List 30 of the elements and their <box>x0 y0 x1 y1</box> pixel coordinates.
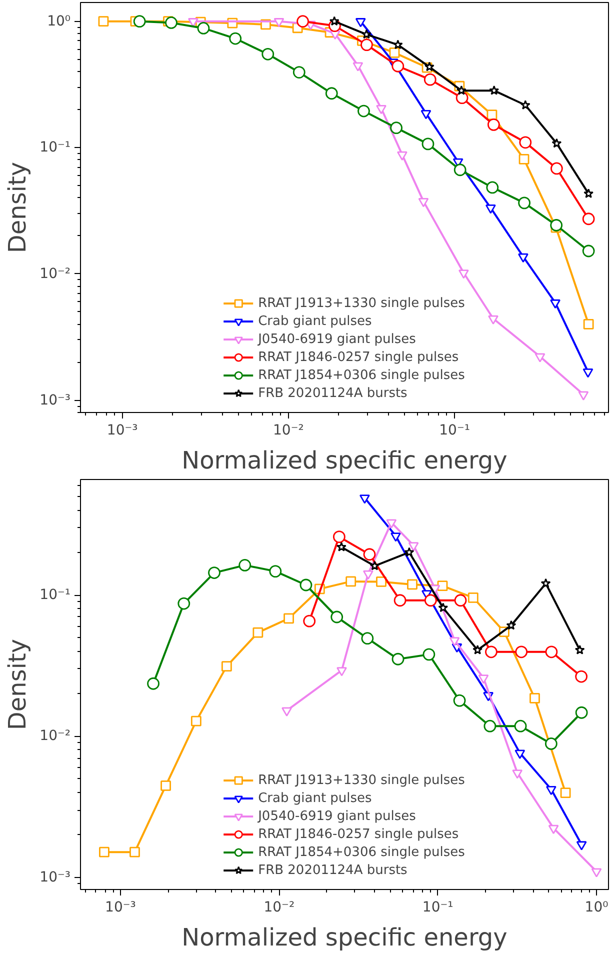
y-axis-title: Density <box>4 162 32 254</box>
y-tick-label: 10⁻³ <box>40 869 71 886</box>
y-tick-label: 10⁻² <box>40 728 71 744</box>
legend-label: FRB 20201124A bursts <box>258 862 408 879</box>
x-tick-label: 10⁻² <box>264 900 295 916</box>
legend-label: RRAT J1846-0257 single pulses <box>258 348 459 366</box>
legend-label: Crab giant pulses <box>258 790 372 807</box>
legend-label: RRAT J1913+1330 single pulses <box>258 772 465 789</box>
y-tick-label: 10⁻¹ <box>40 140 71 156</box>
legend-label: J0540-6919 giant pulses <box>258 808 416 825</box>
y-axis-title: Density <box>4 638 32 730</box>
legend-label: J0540-6919 giant pulses <box>258 330 416 348</box>
y-tick-label: 10⁻² <box>40 266 71 282</box>
legend-label: FRB 20201124A bursts <box>258 384 408 402</box>
legend-label: RRAT J1854+0306 single pulses <box>258 366 465 384</box>
legend-label: RRAT J1913+1330 single pulses <box>258 294 465 312</box>
legend-label: Crab giant pulses <box>258 312 372 330</box>
legend-label: RRAT J1846-0257 single pulses <box>258 826 459 843</box>
x-axis-title: Normalized specific energy <box>182 924 508 952</box>
legend-label: RRAT J1854+0306 single pulses <box>258 844 465 861</box>
x-tick-label: 10⁻¹ <box>422 900 454 916</box>
x-tick-label: 10⁰ <box>584 900 609 916</box>
y-tick-label: 10⁻¹ <box>40 587 71 604</box>
y-tick-label: 10⁰ <box>47 13 71 30</box>
x-tick-label: 10⁻² <box>273 422 304 438</box>
y-tick-label: 10⁻³ <box>40 392 71 408</box>
x-tick-label: 10⁻¹ <box>439 422 470 438</box>
x-tick-label: 10⁻³ <box>105 900 136 916</box>
x-tick-label: 10⁻³ <box>106 422 138 438</box>
x-axis-title: Normalized specific energy <box>182 446 508 474</box>
